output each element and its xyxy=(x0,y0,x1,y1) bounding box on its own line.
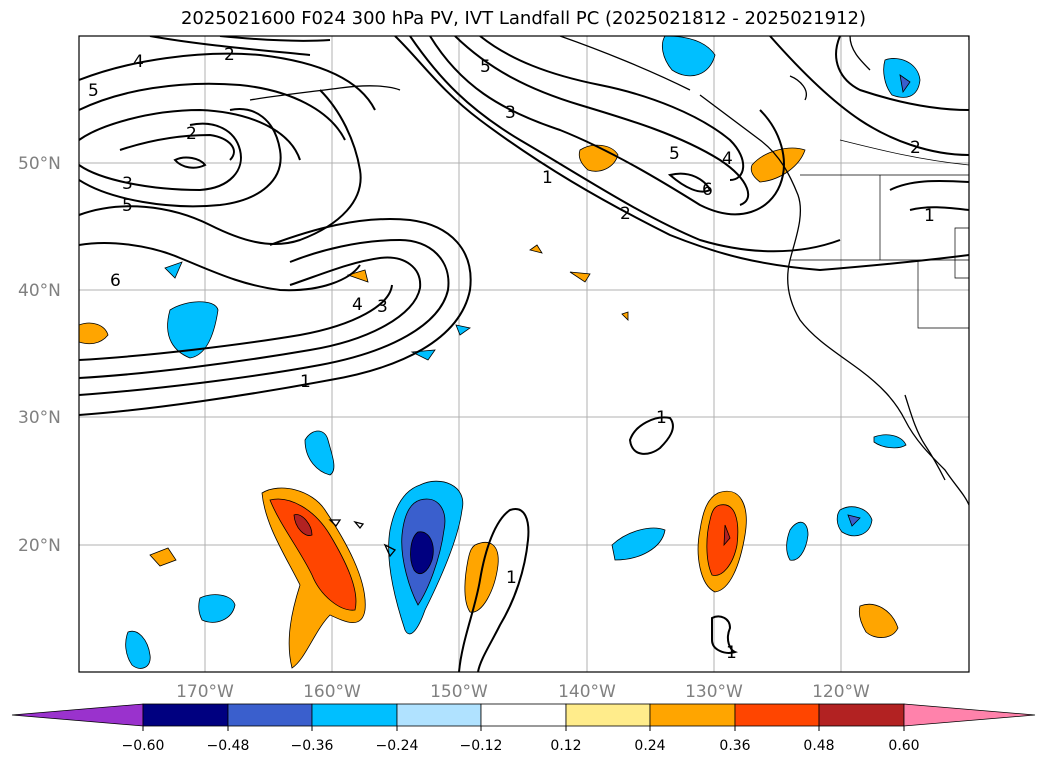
colorbar-tick-label: 0.24 xyxy=(634,738,665,754)
contour-labels: 4 2 5 3 5 2 3 6 4 3 1 1 5 2 6 4 5 2 1 1 … xyxy=(88,45,935,663)
contour-label: 2 xyxy=(910,138,921,158)
contour-label: 1 xyxy=(726,643,737,663)
political-borders xyxy=(790,139,969,329)
contour-label: 2 xyxy=(620,204,631,224)
colorbar-tick-label: 0.48 xyxy=(803,738,834,754)
lon-tick-label: 120°W xyxy=(812,682,870,702)
coastline xyxy=(249,36,969,558)
contour-label: 4 xyxy=(133,52,144,72)
gridlines xyxy=(79,36,969,672)
colorbar-ticks xyxy=(142,726,905,731)
contour-label: 6 xyxy=(110,271,121,291)
lon-tick-label: 130°W xyxy=(685,682,743,702)
colorbar-segment xyxy=(227,703,313,727)
colorbar-tick-label: 0.36 xyxy=(719,738,750,754)
lat-tick-label: 50°N xyxy=(18,154,61,174)
contour-label: 1 xyxy=(924,206,935,226)
contour-label: 1 xyxy=(542,168,553,188)
contour-label: 5 xyxy=(88,81,99,101)
colorbar-segment xyxy=(649,703,736,727)
contour-label: 3 xyxy=(122,174,133,194)
contour-label: 1 xyxy=(656,408,667,428)
colorbar-segment xyxy=(396,703,482,727)
colorbar-tick-label: −0.12 xyxy=(460,738,503,754)
contour-label: 3 xyxy=(377,297,388,317)
contour-label: 5 xyxy=(122,196,133,216)
lat-tick-label: 40°N xyxy=(18,281,61,301)
lon-tick-label: 150°W xyxy=(430,682,488,702)
pv-contours xyxy=(79,36,969,672)
colorbar-segment xyxy=(734,703,820,727)
filled-anomalies xyxy=(79,36,921,669)
colorbar-tick-label: −0.36 xyxy=(291,738,334,754)
lat-tick-label: 20°N xyxy=(18,536,61,556)
contour-label: 5 xyxy=(480,57,491,77)
lon-tick-label: 170°W xyxy=(176,682,234,702)
colorbar-tick-label: 0.12 xyxy=(550,738,581,754)
colorbar-tick-label: 0.60 xyxy=(888,738,919,754)
longitude-ticks: 170°W 160°W 150°W 140°W 130°W 120°W xyxy=(176,682,870,702)
colorbar xyxy=(11,703,1036,727)
colorbar-segment xyxy=(565,703,651,727)
lat-tick-label: 30°N xyxy=(18,408,61,428)
colorbar-segment xyxy=(311,703,398,727)
contour-label: 4 xyxy=(722,149,733,169)
contour-label: 1 xyxy=(300,372,311,392)
contour-label: 3 xyxy=(505,103,516,123)
colorbar-tick-label: −0.24 xyxy=(376,738,419,754)
chart-title: 2025021600 F024 300 hPa PV, IVT Landfall… xyxy=(180,8,867,29)
lon-tick-label: 140°W xyxy=(558,682,616,702)
positive-anomaly-145w xyxy=(464,541,499,613)
colorbar-max-extend xyxy=(903,703,1036,727)
contour-label: 2 xyxy=(186,124,197,144)
colorbar-min-extend xyxy=(11,703,144,727)
contour-label: 4 xyxy=(352,295,363,315)
colorbar-segment xyxy=(818,703,905,727)
contour-label: 1 xyxy=(506,568,517,588)
map-frame xyxy=(78,35,970,673)
lon-tick-label: 160°W xyxy=(303,682,361,702)
contour-label: 5 xyxy=(669,144,680,164)
latitude-ticks: 50°N 40°N 30°N 20°N xyxy=(18,154,61,556)
colorbar-tick-label: −0.48 xyxy=(207,738,250,754)
map-plot-area: 4 2 5 3 5 2 3 6 4 3 1 1 5 2 6 4 5 2 1 1 … xyxy=(79,36,969,672)
colorbar-tick-label: −0.60 xyxy=(122,738,165,754)
colorbar-segment xyxy=(142,703,229,727)
colorbar-segment xyxy=(480,703,567,727)
colorbar-tick-labels: −0.60 −0.48 −0.36 −0.24 −0.12 0.12 0.24 … xyxy=(122,738,920,754)
contour-label: 2 xyxy=(224,45,235,65)
contour-label: 6 xyxy=(702,180,713,200)
